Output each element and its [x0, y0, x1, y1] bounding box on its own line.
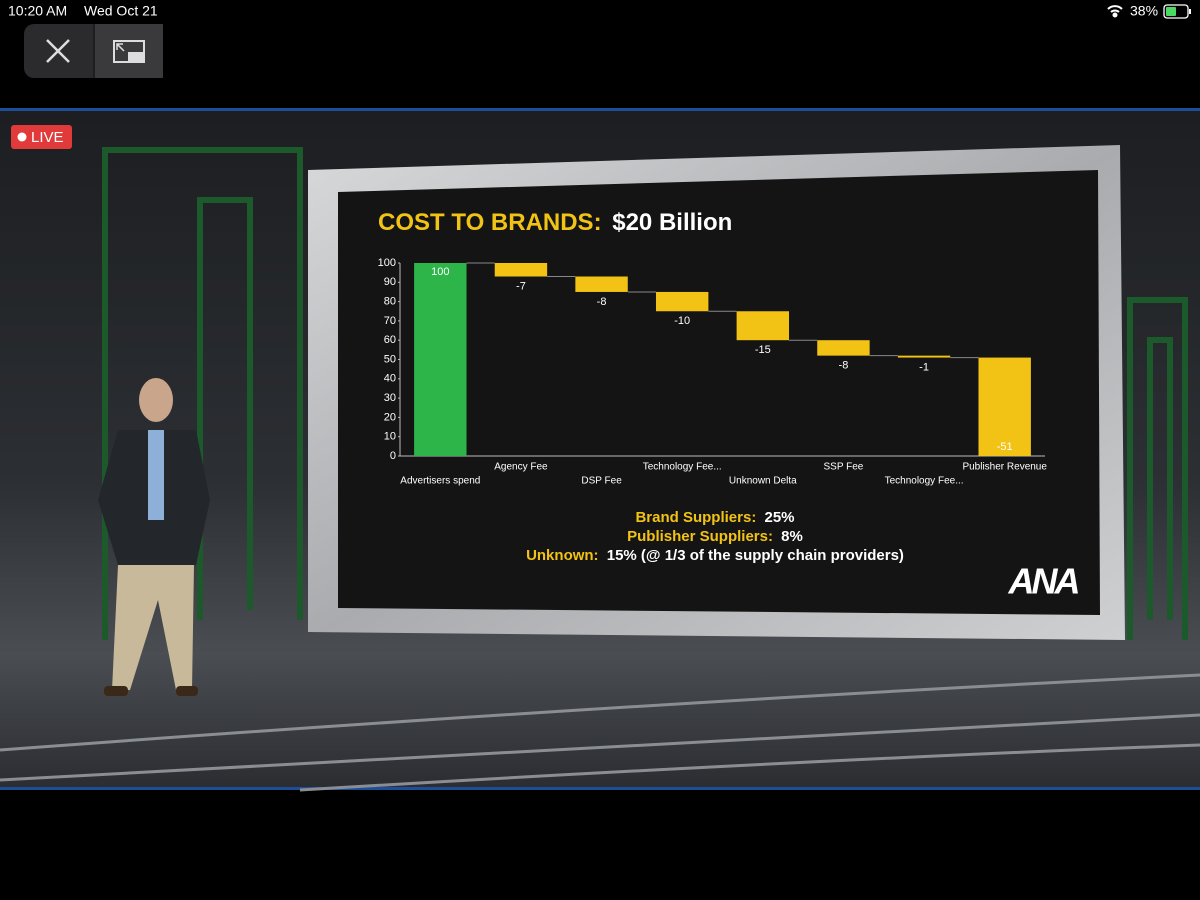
x-tick-label: Unknown Delta	[729, 476, 797, 487]
presenter	[98, 378, 210, 696]
note-label: Brand Suppliers:	[635, 509, 756, 526]
stage-decor	[102, 147, 1188, 640]
bar	[817, 340, 870, 356]
y-tick-label: 60	[384, 334, 396, 346]
bar	[494, 263, 548, 277]
battery-level: 38%	[1130, 3, 1158, 19]
x-tick-label: SSP Fee	[824, 462, 864, 473]
bar	[655, 291, 709, 312]
y-tick-label: 100	[378, 257, 396, 269]
y-tick-label: 10	[384, 431, 396, 443]
value-label: -1	[919, 361, 929, 373]
bar	[736, 311, 790, 341]
y-tick-label: 80	[384, 296, 396, 308]
close-button[interactable]	[24, 24, 94, 78]
x-tick-label: Technology Fee...	[643, 462, 722, 473]
x-tick-label: Technology Fee...	[885, 476, 964, 487]
x-tick-label: DSP Fee	[581, 476, 622, 487]
wifi-icon	[1107, 5, 1123, 18]
ana-logo: ANA	[1008, 561, 1079, 602]
y-tick-label: 20	[384, 411, 396, 423]
value-label: -10	[674, 315, 690, 327]
note-label: Publisher Suppliers:	[627, 528, 773, 545]
bar	[978, 357, 1031, 456]
x-tick-label: Advertisers spend	[400, 476, 480, 487]
bar	[575, 276, 628, 292]
value-label: 100	[431, 266, 449, 278]
value-label: -7	[516, 280, 526, 292]
note-value: 8%	[781, 528, 803, 545]
live-badge: LIVE	[11, 125, 72, 149]
video-border-bottom	[0, 787, 1200, 790]
y-tick-label: 30	[384, 392, 396, 404]
stage-floor	[0, 673, 1200, 792]
pip-button[interactable]	[95, 24, 163, 78]
note: Brand Suppliers: 25%	[635, 509, 794, 526]
value-label: -8	[839, 360, 849, 372]
status-date: Wed Oct 21	[84, 3, 158, 19]
value-label: -51	[997, 441, 1013, 453]
slide-title: COST TO BRANDS: $20 Billion	[378, 209, 732, 236]
note-value: 25%	[765, 509, 795, 526]
note-label: Unknown:	[526, 547, 599, 564]
note: Unknown: 15% (@ 1/3 of the supply chain …	[526, 547, 904, 564]
y-tick-label: 50	[384, 353, 396, 365]
value-label: -8	[597, 296, 607, 308]
battery-icon	[1163, 4, 1191, 19]
x-tick-label: Publisher Revenue	[962, 462, 1047, 473]
live-label: LIVE	[31, 129, 64, 146]
value-label: -15	[755, 344, 771, 356]
y-tick-label: 90	[384, 276, 396, 288]
status-time: 10:20 AM	[8, 3, 67, 19]
bar	[897, 355, 951, 358]
y-tick-label: 0	[390, 450, 396, 462]
video-border-top	[0, 108, 1200, 111]
x-tick-label: Agency Fee	[494, 462, 548, 473]
waterfall-chart: 0 10 20 30 40 50 60 70 80 90 100 100 Advertisers spe…	[378, 257, 1048, 487]
y-tick-label: 70	[384, 315, 396, 327]
y-tick-label: 40	[384, 373, 396, 385]
slide-title-value: $20 Billion	[612, 209, 732, 236]
bar	[414, 263, 467, 456]
slide-title-label: COST TO BRANDS:	[378, 209, 602, 236]
slide-screen	[338, 170, 1100, 615]
note: Publisher Suppliers: 8%	[627, 528, 803, 545]
note-value: 15% (@ 1/3 of the supply chain providers…	[607, 547, 904, 564]
